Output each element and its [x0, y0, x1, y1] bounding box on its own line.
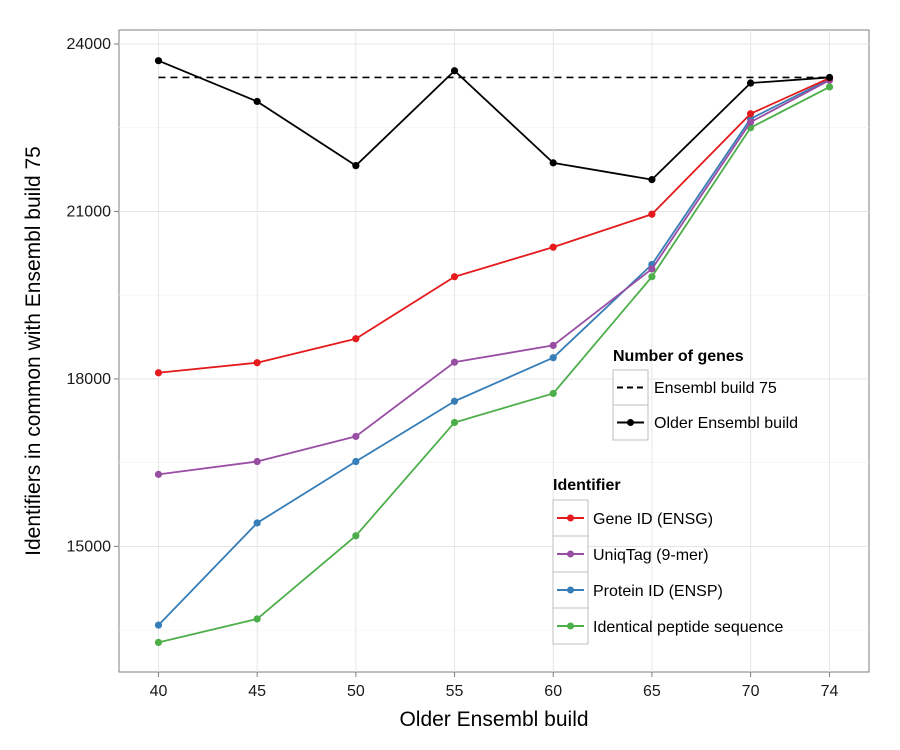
legend-label-ensembl-build-75: Ensembl build 75	[654, 380, 777, 397]
series-line	[158, 79, 830, 476]
legend-key-point	[567, 622, 574, 630]
y-axis-title: Identifiers in common with Ensembl build…	[22, 146, 45, 556]
data-point	[825, 73, 834, 82]
data-point	[352, 457, 360, 466]
y-tick-label: 24000	[67, 36, 112, 53]
legend-title-identifier: Identifier	[553, 477, 621, 494]
data-point	[253, 359, 261, 367]
legend-identifier: Identifier Gene ID (ENSG) UniqTag (9-mer…	[552, 477, 783, 645]
data-point	[154, 470, 163, 478]
data-point	[648, 265, 656, 273]
x-tick-label: 60	[544, 683, 562, 700]
data-point	[253, 519, 261, 527]
x-tick-label: 40	[150, 683, 168, 700]
data-point	[253, 615, 261, 623]
data-point	[352, 335, 360, 343]
series-identical-peptide-sequence	[154, 83, 834, 647]
data-point	[450, 418, 459, 427]
series-group	[154, 57, 834, 647]
data-point	[253, 97, 261, 106]
data-point	[450, 67, 459, 75]
y-tick-label: 15000	[67, 538, 112, 555]
series-line	[158, 59, 830, 181]
data-point	[450, 397, 459, 405]
legend-title-number-of-genes: Number of genes	[613, 348, 744, 365]
data-point	[648, 210, 656, 218]
data-point	[154, 638, 163, 647]
data-point	[549, 389, 557, 398]
data-point	[450, 358, 459, 366]
x-tick-label: 70	[742, 683, 760, 700]
plot-panel	[118, 29, 870, 673]
y-tick-label: 18000	[67, 371, 112, 388]
data-point	[746, 110, 755, 118]
legend-label-uniqtag: UniqTag (9-mer)	[593, 547, 709, 564]
x-tick-label: 65	[643, 683, 661, 700]
data-point	[746, 118, 755, 126]
data-point	[648, 273, 656, 281]
x-tick-label: 45	[248, 683, 266, 700]
data-point	[352, 162, 360, 170]
data-point	[549, 159, 557, 167]
data-point	[352, 432, 360, 441]
legend-label-identical-peptide: Identical peptide sequence	[593, 619, 783, 636]
axes: 15000 18000 21000 24000 40 45 50 55 60 65 70 74	[67, 36, 839, 700]
legend-label-gene-id: Gene ID (ENSG)	[593, 511, 713, 528]
data-point	[154, 621, 163, 629]
x-tick-label: 50	[347, 683, 365, 700]
series-line	[157, 78, 830, 626]
data-point	[154, 57, 163, 65]
series-uniqtag-9-mer	[154, 76, 834, 478]
legend-label-protein-id: Protein ID (ENSP)	[593, 583, 723, 600]
data-point	[549, 341, 557, 350]
data-point	[253, 457, 261, 466]
legend-label-older-ensembl-build: Older Ensembl build	[654, 415, 798, 432]
data-point	[648, 176, 656, 184]
data-point	[549, 354, 557, 362]
data-point	[154, 369, 163, 377]
x-tick-label: 55	[446, 683, 464, 700]
series-line	[158, 77, 830, 374]
y-tick-label: 21000	[67, 203, 112, 220]
data-point	[450, 273, 459, 281]
legend-key-point	[567, 550, 574, 558]
legend-key-point	[567, 514, 574, 522]
data-point	[352, 532, 360, 540]
legend-key-point	[567, 586, 574, 594]
x-tick-label: 74	[821, 683, 839, 700]
legend-key-point	[627, 419, 634, 426]
data-point	[825, 83, 834, 91]
legend-number-of-genes: Number of genes Ensembl build 75 Older E…	[612, 348, 798, 441]
data-point	[746, 79, 755, 87]
data-point	[549, 243, 557, 251]
x-axis-title: Older Ensembl build	[399, 708, 588, 731]
series-line	[158, 86, 830, 644]
series-older-ensembl-build	[154, 57, 834, 184]
